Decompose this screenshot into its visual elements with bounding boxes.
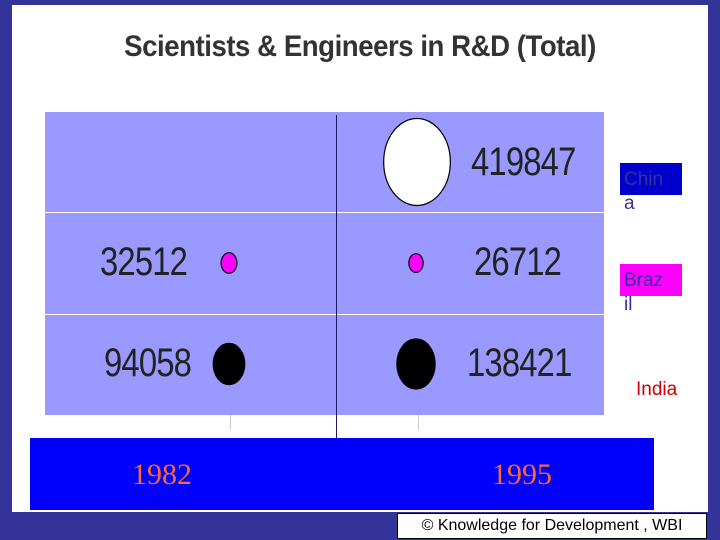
bubble-china-1995: [383, 117, 451, 207]
x-axis-band: [30, 438, 654, 510]
legend-label-brazil-part2: il: [624, 294, 633, 315]
x-tick-label-1982: 1982: [132, 458, 192, 491]
bubble-brazil-1982: [220, 252, 238, 274]
legend-entry-india: India: [636, 379, 678, 400]
axis-tick: [418, 415, 419, 430]
data-label-brazil-1982: 32512: [100, 240, 188, 284]
legend-entry-brazil: Braz il: [620, 269, 682, 317]
bubble-brazil-1995: [408, 253, 424, 273]
footer-credit: © Knowledge for Development , WBI: [397, 513, 707, 539]
chart-title: Scientists & Engineers in R&D (Total): [124, 30, 596, 63]
x-tick-label-1995: 1995: [492, 458, 552, 491]
data-label-china-1995: 419847: [471, 140, 576, 184]
legend-label-china-part2: a: [624, 193, 635, 214]
legend-swatch-china: [620, 163, 682, 195]
data-label-brazil-1995: 26712: [474, 240, 562, 284]
legend-entry-china: Chin a: [620, 168, 682, 216]
legend-label-brazil-part1: Braz: [624, 270, 664, 291]
data-label-india-1982: 94058: [104, 341, 192, 385]
data-label-india-1995: 138421: [467, 341, 572, 385]
grid-line: [45, 314, 604, 315]
axis-tick: [230, 415, 231, 430]
bubble-india-1982: [212, 342, 246, 386]
bubble-india-1995: [396, 338, 436, 390]
category-divider: [336, 115, 337, 438]
legend-swatch-brazil: [620, 264, 682, 296]
legend-label-china-part1: Chin: [624, 169, 664, 190]
plot-area: [45, 112, 604, 415]
grid-line: [45, 212, 604, 213]
